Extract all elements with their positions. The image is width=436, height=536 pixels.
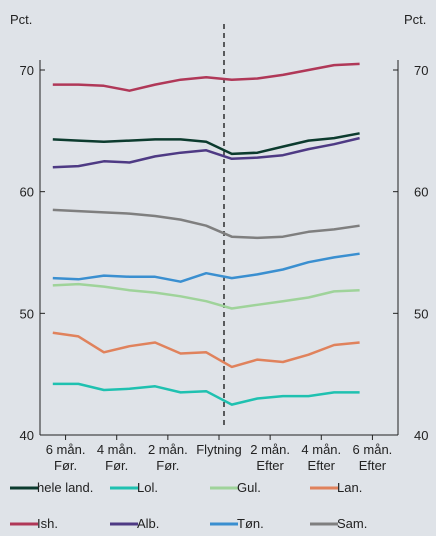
x-tick-label-line2: Efter: [359, 458, 387, 473]
legend-label: Lol.: [137, 480, 158, 495]
series-line: [53, 254, 360, 282]
x-tick-label: 6 mån.: [353, 442, 393, 457]
x-tick-label-line2: Før.: [105, 458, 128, 473]
series-line: [53, 333, 360, 367]
legend-label: hele land.: [37, 480, 93, 495]
y-tick-label-left: 50: [20, 306, 34, 321]
legend-label: Sam.: [337, 516, 367, 531]
x-tick-label-line2: Efter: [308, 458, 336, 473]
legend-label: Ish.: [37, 516, 58, 531]
x-tick-label: 2 mån.: [148, 442, 188, 457]
x-tick-label-line2: Før.: [156, 458, 179, 473]
x-tick-label: 4 mån.: [301, 442, 341, 457]
legend-label: Tøn.: [237, 516, 264, 531]
x-tick-label: 4 mån.: [97, 442, 137, 457]
legend: hele land. Lol. Gul. Lan. Ish. Alb. Tøn. Sam.: [10, 480, 367, 531]
series-line: [53, 384, 360, 405]
x-tick-label: 6 mån.: [46, 442, 86, 457]
y-tick-label-right: 40: [414, 428, 428, 443]
legend-label: Lan.: [337, 480, 362, 495]
series-line: [53, 64, 360, 91]
series-line: [53, 210, 360, 238]
x-tick-label-line2: Før.: [54, 458, 77, 473]
series-line: [53, 284, 360, 308]
x-tick-label-line2: Efter: [256, 458, 284, 473]
y-tick-label-left: 70: [20, 63, 34, 78]
y-tick-label-right: 50: [414, 306, 428, 321]
y-tick-label-left: 40: [20, 428, 34, 443]
legend-label: Gul.: [237, 480, 261, 495]
x-tick-label: 2 mån.: [250, 442, 290, 457]
y-axis-unit-left: Pct.: [10, 12, 32, 27]
x-tick-label: Flytning: [196, 442, 242, 457]
y-tick-label-left: 60: [20, 185, 34, 200]
y-tick-label-right: 60: [414, 185, 428, 200]
y-tick-label-right: 70: [414, 63, 428, 78]
legend-label: Alb.: [137, 516, 159, 531]
y-axis-unit-right: Pct.: [404, 12, 426, 27]
